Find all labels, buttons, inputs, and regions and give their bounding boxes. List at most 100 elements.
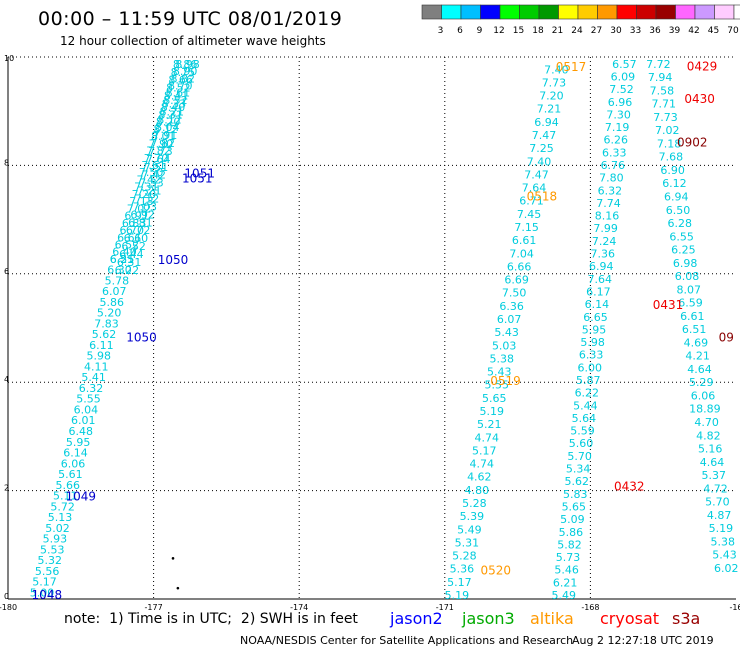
wave-height-point: 5.49 bbox=[551, 589, 576, 602]
wave-height-point: 5.98 bbox=[580, 336, 605, 349]
wave-height-point: 6.83 bbox=[122, 217, 147, 230]
wave-height-point: 6.52 bbox=[115, 239, 140, 252]
x-tick-label: -174 bbox=[290, 603, 308, 612]
pass-time-label: 0902 bbox=[677, 135, 708, 149]
wave-height-point: 7.30 bbox=[606, 108, 631, 121]
wave-height-point: 5.61 bbox=[58, 468, 83, 481]
wave-height-point: 7.94 bbox=[648, 71, 673, 84]
wave-height-point: 7.03 bbox=[133, 200, 158, 213]
wave-height-point: 4.62 bbox=[467, 471, 492, 484]
wave-height-point: 6.09 bbox=[611, 70, 636, 83]
wave-height-point: 5.64 bbox=[572, 412, 597, 425]
wave-height-point: 4.21 bbox=[685, 350, 710, 363]
wave-height-point: 4.72 bbox=[703, 482, 728, 495]
wave-height-point: 5.59 bbox=[570, 425, 595, 438]
wave-height-point: 6.32 bbox=[598, 184, 623, 197]
pass-time-label: 1048 bbox=[32, 588, 63, 602]
wave-height-point: 6.52 bbox=[121, 240, 146, 253]
wave-height-point: 5.11 bbox=[53, 490, 78, 503]
wave-height-point: 5.02 bbox=[45, 522, 70, 535]
wave-height-point: 6.59 bbox=[678, 297, 703, 310]
legend-item-altika: altika bbox=[530, 609, 574, 628]
wave-height-point: 5.87 bbox=[576, 374, 601, 387]
wave-height-point: 5.56 bbox=[35, 565, 60, 578]
wave-height-point: 5.16 bbox=[698, 443, 723, 456]
wave-height-point: 7.31 bbox=[134, 181, 159, 194]
wave-height-point: 8.04 bbox=[155, 121, 180, 134]
pass-time-label: 1050 bbox=[126, 331, 157, 345]
wave-height-point: 5.38 bbox=[489, 352, 514, 365]
wave-height-point: 5.03 bbox=[492, 339, 517, 352]
wave-height-point: 4.64 bbox=[700, 456, 725, 469]
wave-height-point: 8.07 bbox=[676, 283, 701, 296]
wave-height-point: 5.39 bbox=[460, 510, 485, 523]
colorbar-label: 27 bbox=[591, 26, 602, 36]
wave-height-point: 5.38 bbox=[710, 535, 735, 548]
wave-height-point: 7.04 bbox=[509, 247, 534, 260]
y-tick-label: 4 bbox=[4, 375, 9, 384]
wave-height-point: 5.17 bbox=[472, 444, 497, 457]
wave-height-point: 6.01 bbox=[71, 414, 96, 427]
legend-item-cryosat: cryosat bbox=[600, 609, 660, 628]
pass-time-label: 1049 bbox=[66, 489, 97, 503]
colorbar-label: 42 bbox=[688, 26, 699, 36]
wave-height-point: 6.90 bbox=[660, 164, 685, 177]
wave-height-point: 8.52 bbox=[163, 94, 188, 107]
wave-height-point: 5.19 bbox=[480, 405, 505, 418]
colorbar-label: 39 bbox=[669, 26, 681, 36]
wave-height-point: 8.20 bbox=[156, 116, 181, 129]
legend-item-jason3: jason3 bbox=[462, 609, 515, 628]
wave-height-point: 7.73 bbox=[542, 76, 567, 89]
wave-height-point: 8.16 bbox=[595, 210, 620, 223]
wave-height-point: 8.75 bbox=[171, 66, 196, 79]
pass-time-label: 0519 bbox=[490, 374, 521, 388]
wave-height-point: 5.34 bbox=[566, 463, 591, 476]
wave-height-point: 6.70 bbox=[120, 224, 145, 237]
pass-time-label: 09 bbox=[719, 331, 734, 345]
wave-height-point: 7.58 bbox=[650, 84, 675, 97]
wave-height-point: 8.41 bbox=[164, 90, 189, 103]
wave-height-point: 6.14 bbox=[63, 447, 88, 460]
footer-timestamp: Aug 2 12:27:18 UTC 2019 bbox=[572, 634, 714, 647]
wave-height-point: 8.12 bbox=[153, 123, 178, 136]
wave-height-point: 6.44 bbox=[119, 248, 144, 261]
wave-height-point: 7.83 bbox=[94, 317, 119, 330]
wave-height-point: 7.61 bbox=[141, 159, 166, 172]
wave-height-point: 7.24 bbox=[592, 235, 617, 248]
wave-height-point: 7.13 bbox=[129, 195, 154, 208]
y-tick-label: 0 bbox=[4, 592, 9, 601]
wave-height-point: 7.19 bbox=[605, 121, 630, 134]
wave-height-point: 6.94 bbox=[534, 116, 559, 129]
wave-height-point: 7.25 bbox=[529, 142, 554, 155]
wave-height-point: 7.42 bbox=[136, 173, 161, 186]
wave-height-point: 6.94 bbox=[664, 190, 689, 203]
wave-height-point: 5.83 bbox=[563, 488, 588, 501]
wave-height-point: 7.91 bbox=[153, 129, 178, 142]
wave-height-point: 4.82 bbox=[696, 429, 721, 442]
x-tick-label: -177 bbox=[145, 603, 163, 612]
x-tick-label: -180 bbox=[0, 603, 17, 612]
wave-height-point: 5.13 bbox=[48, 511, 73, 524]
colorbar-label: 15 bbox=[513, 26, 524, 36]
wave-height-point: 5.20 bbox=[97, 307, 122, 320]
x-tick-label: -168 bbox=[581, 603, 599, 612]
x-tick-label: -171 bbox=[436, 603, 454, 612]
wave-height-point: 6.00 bbox=[577, 361, 602, 374]
wave-height-point: 7.51 bbox=[144, 161, 169, 174]
wave-height-point: 5.28 bbox=[462, 497, 487, 510]
wave-height-point: 5.95 bbox=[66, 436, 91, 449]
wave-height-point: 6.76 bbox=[601, 159, 626, 172]
wave-height-point: 5.98 bbox=[87, 350, 112, 363]
wave-height-point: 6.96 bbox=[608, 96, 633, 109]
wave-height-point: 6.71 bbox=[519, 195, 544, 208]
wave-height-point: 6.92 bbox=[130, 208, 155, 221]
colorbar-label: 6 bbox=[457, 26, 463, 36]
wave-height-point: 7.64 bbox=[522, 182, 547, 195]
wave-height-point: 8.31 bbox=[158, 108, 183, 121]
y-tick-label: 8 bbox=[4, 158, 9, 167]
wave-height-point: 6.22 bbox=[115, 264, 140, 277]
wave-height-point: 7.45 bbox=[517, 208, 542, 221]
wave-height-point: 6.60 bbox=[124, 232, 149, 245]
